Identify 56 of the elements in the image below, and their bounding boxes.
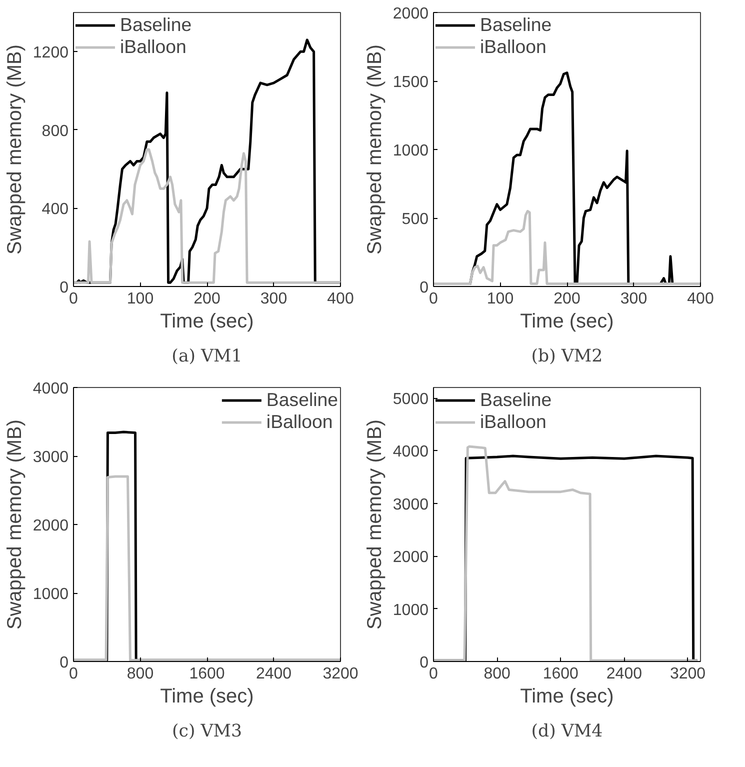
x-tick-label: 1600: [542, 666, 579, 682]
x-tick-label: 800: [126, 666, 154, 682]
text: (a) VM1: [172, 346, 242, 366]
x-axis-title: Time (sec): [520, 686, 614, 708]
y-tick-label: 800: [42, 122, 69, 140]
text: (b) VM2: [531, 346, 603, 366]
x-tick-label: 200: [554, 290, 580, 308]
x-tick-label: 800: [484, 666, 511, 682]
legend-label: Baseline: [120, 14, 192, 36]
y-tick-label: 2000: [32, 518, 69, 534]
y-tick-label: 2000: [392, 6, 429, 22]
y-tick-label: 0: [60, 654, 69, 672]
legend-label: iBalloon: [266, 411, 333, 433]
y-tick-label: 3000: [32, 449, 69, 466]
x-tick-label: 300: [620, 290, 648, 308]
x-tick-label: 3200: [322, 666, 358, 682]
legend-label: iBalloon: [480, 411, 546, 433]
y-axis-title: Swapped memory (MB): [364, 44, 386, 255]
y-tick-label: 0: [420, 280, 429, 296]
x-tick-label: 200: [194, 290, 220, 308]
y-tick-label: 1000: [392, 602, 429, 619]
y-axis-title: Swapped memory (MB): [4, 44, 26, 255]
y-tick-label: 3000: [392, 496, 429, 514]
x-tick-label: 3200: [670, 666, 706, 682]
text: (c) VM3: [172, 722, 242, 742]
y-tick-label: 4000: [392, 444, 429, 461]
x-tick-label: 2400: [606, 666, 642, 682]
legend-label: iBalloon: [480, 36, 546, 58]
y-tick-label: 400: [42, 201, 69, 218]
y-axis-title: Swapped memory (MB): [4, 419, 26, 630]
legend-label: Baseline: [480, 389, 552, 411]
y-tick-label: 5000: [392, 391, 429, 408]
x-tick-label: 1600: [189, 666, 225, 682]
x-tick-label: 100: [126, 290, 154, 308]
y-tick-label: 1200: [32, 44, 69, 62]
x-axis-title: Time (sec): [160, 310, 254, 332]
x-axis-title: Time (sec): [160, 686, 254, 708]
y-tick-label: 500: [402, 211, 429, 228]
x-tick-label: 2400: [256, 666, 292, 682]
y-tick-label: 1000: [392, 142, 429, 160]
x-tick-label: 100: [486, 290, 514, 308]
x-tick-label: 400: [327, 290, 354, 308]
y-tick-label: 4000: [32, 380, 69, 398]
y-tick-label: 1000: [32, 586, 69, 603]
y-tick-label: 0: [60, 280, 69, 296]
x-tick-label: 300: [260, 290, 288, 308]
legend-label: iBalloon: [120, 36, 186, 58]
legend-label: Baseline: [480, 14, 552, 36]
x-tick-label: 400: [687, 290, 714, 308]
x-axis-title: Time (sec): [520, 310, 614, 332]
text: (d) VM4: [531, 722, 603, 742]
y-tick-label: 0: [420, 654, 429, 672]
y-axis-title: Swapped memory (MB): [364, 419, 386, 630]
y-tick-label: 1500: [392, 74, 429, 91]
y-tick-label: 2000: [392, 549, 429, 566]
legend-label: Baseline: [266, 389, 338, 411]
